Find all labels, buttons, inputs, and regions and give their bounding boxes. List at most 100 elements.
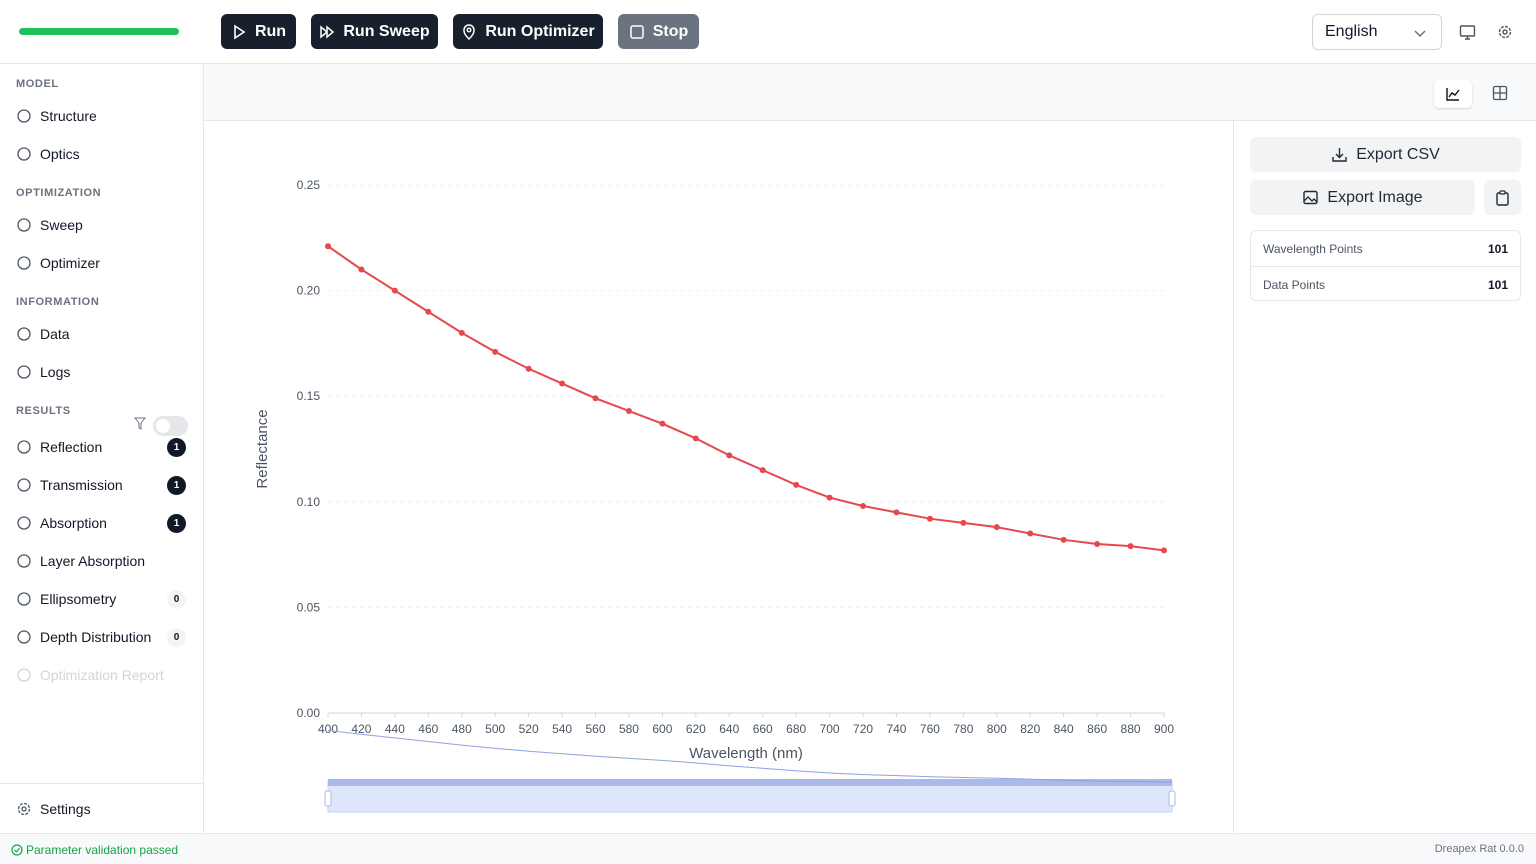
label: Stop bbox=[652, 22, 689, 40]
nav-item[interactable]: Absorption 1 bbox=[16, 513, 186, 533]
export-image-button[interactable]: Export Image bbox=[1250, 180, 1475, 215]
data-line bbox=[327, 245, 1165, 552]
section-title: RESULTS bbox=[16, 405, 71, 417]
run-optimizer-button[interactable]: Run Optimizer bbox=[453, 14, 603, 49]
data-point bbox=[960, 519, 967, 526]
filter-toggle[interactable] bbox=[153, 416, 188, 436]
y-axis-label: Reflectance bbox=[254, 409, 271, 488]
data-point bbox=[1027, 530, 1034, 537]
run-button[interactable]: Run bbox=[221, 14, 296, 49]
label: Run Sweep bbox=[343, 22, 430, 40]
stats-card: Wavelength Points 101 Data Points 101 bbox=[1250, 230, 1521, 301]
nav-icon bbox=[17, 256, 31, 270]
data-point bbox=[759, 467, 766, 474]
version: Dreapex Rat 0.0.0 bbox=[1434, 843, 1524, 855]
label: Optimization Report bbox=[40, 667, 164, 683]
data-point bbox=[659, 420, 666, 427]
top-bar: Run Run Sweep Run Optimizer Stop English bbox=[0, 0, 1536, 64]
label: Run bbox=[254, 22, 287, 40]
nav-item[interactable]: Data bbox=[16, 324, 186, 344]
copy-button[interactable] bbox=[1484, 180, 1521, 215]
sidebar-footer: Settings bbox=[0, 783, 203, 833]
x-tick-label: 660 bbox=[753, 722, 773, 736]
filter-icon[interactable] bbox=[134, 417, 146, 430]
label: Optimizer bbox=[40, 255, 100, 271]
label: Data bbox=[40, 326, 70, 342]
x-tick-label: 420 bbox=[351, 722, 371, 736]
nav-item[interactable]: Structure bbox=[16, 106, 186, 126]
nav-icon bbox=[17, 630, 31, 644]
label: Reflection bbox=[40, 439, 103, 455]
data-point bbox=[826, 494, 833, 501]
language: English bbox=[1325, 23, 1378, 40]
data-point bbox=[425, 308, 432, 315]
x-axis-label: Wavelength (nm) bbox=[689, 745, 803, 762]
x-tick-label: 880 bbox=[1121, 722, 1141, 736]
nav-icon bbox=[17, 109, 31, 123]
progress-bar bbox=[19, 28, 179, 35]
nav-icon bbox=[17, 554, 31, 568]
x-tick-label: 700 bbox=[820, 722, 840, 736]
label: Optics bbox=[40, 146, 80, 162]
y-tick-label: 0.20 bbox=[297, 284, 321, 298]
count-badge: 1 bbox=[167, 513, 186, 533]
data-point bbox=[993, 524, 1000, 531]
stop-button[interactable]: Stop bbox=[618, 14, 699, 49]
nav-item[interactable]: Transmission 1 bbox=[16, 475, 186, 495]
stat-value: 101 bbox=[1487, 242, 1508, 256]
x-tick-label: 500 bbox=[485, 722, 505, 736]
table-view-toggle[interactable] bbox=[1492, 85, 1508, 101]
sidebar: Settings MODEL Structure Optics OPTIMIZATIO… bbox=[0, 64, 204, 833]
x-tick-label: 680 bbox=[786, 722, 806, 736]
x-tick-label: 800 bbox=[987, 722, 1007, 736]
zoom-handle-left[interactable] bbox=[324, 790, 332, 807]
data-point bbox=[893, 509, 900, 516]
data-point bbox=[860, 503, 867, 510]
data-point bbox=[559, 380, 566, 387]
stat-row: Data Points 101 bbox=[1251, 266, 1520, 301]
data-point bbox=[793, 481, 800, 488]
nav-item[interactable]: Depth Distribution 0 bbox=[16, 627, 186, 647]
x-tick-label: 620 bbox=[686, 722, 706, 736]
settings-icon[interactable] bbox=[1497, 24, 1513, 40]
nav-item[interactable]: Reflection 1 bbox=[16, 437, 186, 457]
nav-item[interactable]: Optimizer bbox=[16, 253, 186, 273]
nav-item[interactable]: Logs bbox=[16, 362, 186, 382]
count-badge: 1 bbox=[167, 437, 186, 457]
data-point bbox=[592, 395, 599, 402]
x-tick-label: 860 bbox=[1087, 722, 1107, 736]
overview-line bbox=[327, 729, 1173, 783]
nav-icon bbox=[17, 440, 31, 454]
x-tick-label: 560 bbox=[586, 722, 606, 736]
settings-item[interactable]: Settings bbox=[16, 799, 91, 819]
display-icon[interactable] bbox=[1459, 24, 1476, 41]
nav-item[interactable]: Sweep bbox=[16, 215, 186, 235]
data-point bbox=[525, 365, 532, 372]
x-tick-label: 460 bbox=[418, 722, 438, 736]
export-csv-button[interactable]: Export CSV bbox=[1250, 137, 1521, 172]
right-panel: Export CSV Export Image Wavelength Point… bbox=[1233, 121, 1536, 833]
nav-item[interactable]: Optics bbox=[16, 144, 186, 164]
status-bar: Parameter validation passed Dreapex Rat … bbox=[0, 833, 1536, 864]
data-point bbox=[1094, 541, 1101, 548]
zoom-handle-right[interactable] bbox=[1168, 790, 1176, 807]
x-tick-label: 540 bbox=[552, 722, 572, 736]
data-point bbox=[492, 348, 499, 355]
nav-item[interactable]: Layer Absorption bbox=[16, 551, 186, 571]
section-title: MODEL bbox=[16, 78, 59, 90]
label: Transmission bbox=[40, 477, 123, 493]
data-point bbox=[358, 266, 365, 273]
section-title: INFORMATION bbox=[16, 296, 100, 308]
nav-icon bbox=[17, 592, 31, 606]
x-tick-label: 440 bbox=[385, 722, 405, 736]
label: Structure bbox=[40, 108, 97, 124]
label: Depth Distribution bbox=[40, 629, 152, 645]
x-tick-label: 640 bbox=[719, 722, 739, 736]
language-select[interactable]: English bbox=[1312, 14, 1442, 50]
run-sweep-button[interactable]: Run Sweep bbox=[311, 14, 438, 49]
data-point bbox=[692, 435, 699, 442]
x-tick-label: 740 bbox=[886, 722, 906, 736]
nav-item[interactable]: Ellipsometry 0 bbox=[16, 589, 186, 609]
chart-view-toggle[interactable] bbox=[1434, 80, 1472, 108]
